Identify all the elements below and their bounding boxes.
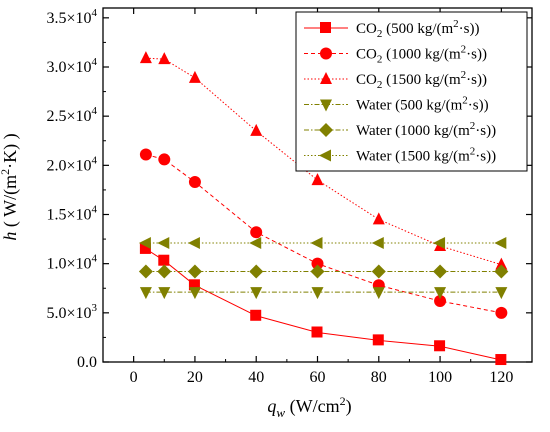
data-point (433, 264, 448, 279)
data-point (371, 237, 384, 250)
x-tick-label: 100 (428, 369, 452, 386)
data-point (433, 237, 446, 250)
legend-marker (320, 47, 332, 60)
data-point (138, 237, 151, 250)
data-point (494, 264, 509, 279)
data-point (158, 254, 170, 266)
legend-label: Water (1000 kg/(m2·s)) (356, 120, 496, 139)
y-axis-label: h ( W/(m2·K) ) (0, 133, 21, 240)
series-1 (139, 242, 507, 366)
legend-label: CO2 (1000 kg/(m2·s)) (356, 44, 487, 66)
data-point (250, 309, 262, 321)
x-tick-label: 0 (130, 369, 138, 386)
legend-marker (320, 22, 331, 33)
x-tick-label: 20 (187, 369, 203, 386)
data-point (249, 264, 264, 279)
series-5 (138, 264, 509, 279)
legend-marker (320, 99, 332, 112)
legend-marker (320, 72, 332, 84)
x-tick-label: 80 (371, 369, 387, 386)
data-point (139, 51, 152, 64)
data-point (188, 176, 201, 189)
data-point (494, 237, 507, 250)
legend-marker (319, 149, 331, 162)
data-point (187, 237, 200, 250)
data-point (250, 123, 263, 136)
data-point (249, 237, 262, 250)
y-tick-label: 3.0×104 (46, 56, 97, 76)
legend-label: Water (1500 kg/(m2·s)) (356, 146, 496, 165)
data-point (434, 340, 446, 352)
series-4 (139, 287, 508, 300)
data-point (434, 287, 447, 300)
y-tick-label: 0.0 (77, 354, 97, 371)
data-point (311, 287, 324, 300)
data-point (311, 326, 323, 338)
legend-marker (319, 123, 333, 137)
series-6 (138, 237, 507, 250)
data-point (139, 287, 152, 300)
data-point (139, 242, 151, 254)
legend-box (295, 11, 528, 172)
data-point (310, 237, 323, 250)
series-line (145, 154, 502, 314)
data-point (188, 287, 201, 300)
series-line (145, 248, 502, 361)
legend-label: CO2 (500 kg/(m2·s)) (356, 18, 480, 40)
legend-label: CO2 (1500 kg/(m2·s)) (356, 69, 487, 91)
data-point (495, 257, 508, 270)
data-point (434, 295, 447, 308)
x-tick-label: 60 (310, 369, 326, 386)
data-point (250, 226, 263, 239)
data-point (371, 264, 386, 279)
x-tick-label: 120 (489, 369, 513, 386)
data-point (187, 264, 202, 279)
data-point (139, 148, 152, 161)
y-tick-label: 5.0×103 (46, 302, 97, 322)
data-point (310, 264, 325, 279)
data-point (157, 264, 172, 279)
y-tick-label: 2.5×104 (46, 105, 97, 125)
legend-label: Water (500 kg/(m2·s)) (356, 95, 489, 114)
data-point (250, 287, 263, 300)
data-point (495, 354, 507, 366)
data-point (138, 264, 153, 279)
data-point (372, 287, 385, 300)
y-tick-label: 3.5×104 (46, 7, 97, 27)
data-point (158, 287, 171, 300)
data-point (311, 173, 324, 186)
data-point (158, 153, 171, 166)
data-point (188, 70, 201, 83)
data-point (158, 52, 171, 65)
y-tick-label: 1.5×104 (46, 204, 97, 224)
x-tick-label: 40 (248, 369, 264, 386)
data-point (188, 279, 200, 291)
data-point (311, 257, 324, 270)
data-point (157, 237, 170, 250)
y-tick-label: 1.0×104 (46, 253, 97, 273)
legend: CO2 (500 kg/(m2·s)) CO2 (1000 kg/(m2·s)) C… (295, 11, 528, 172)
data-point (495, 287, 508, 300)
series-3 (139, 51, 508, 270)
data-point (372, 334, 384, 346)
data-point (495, 306, 508, 319)
data-point (372, 212, 385, 225)
y-tick-label: 2.0×104 (46, 154, 97, 174)
x-axis-label: qw (W/cm2) (267, 394, 351, 420)
